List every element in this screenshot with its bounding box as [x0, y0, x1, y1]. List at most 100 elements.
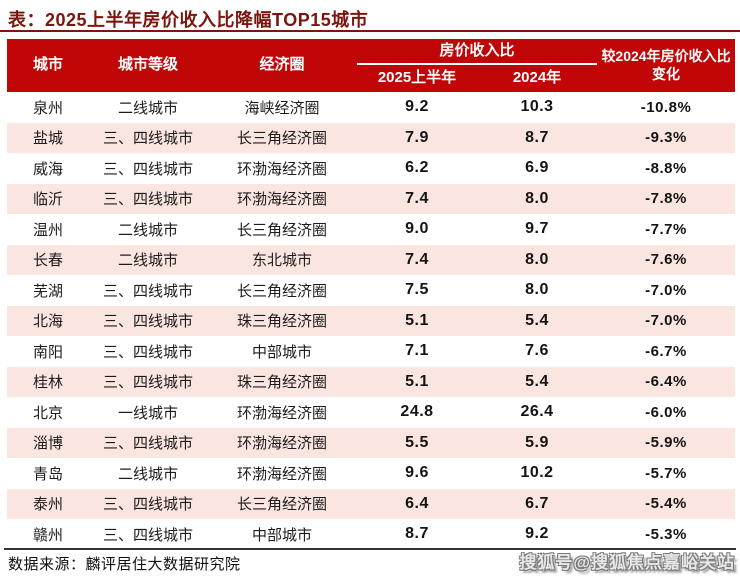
- table-row: 泉州 二线城市 海峡经济圈 9.2 10.3 -10.8%: [7, 92, 735, 123]
- ratio-2025h1-cell: 5.1: [405, 311, 429, 329]
- change-cell: -8.8%: [645, 159, 687, 177]
- ratio-2024-cell: 5.9: [525, 433, 549, 451]
- ratio-2025h1-cell: 6.4: [405, 494, 429, 512]
- ratio-2025h1-cell: 9.0: [405, 220, 429, 238]
- ratio-2024-cell: 9.7: [525, 220, 549, 238]
- zone-cell: 东北城市: [251, 252, 312, 270]
- table-bottom-rule: [4, 548, 736, 550]
- change-cell: -5.3%: [645, 525, 687, 543]
- col-header-city: 城市: [7, 39, 89, 92]
- tier-cell: 一线城市: [117, 404, 178, 422]
- table-row: 赣州 三、四线城市 中部城市 8.7 9.2 -5.3%: [7, 519, 735, 550]
- top15-cities-table: 城市 城市等级 经济圈 房价收入比 较2024年房价收入比变化 2025上半年 …: [7, 39, 736, 550]
- tier-cell: 三、四线城市: [102, 282, 193, 300]
- tier-cell: 三、四线城市: [102, 343, 193, 361]
- tier-cell: 三、四线城市: [102, 160, 193, 178]
- ratio-2025h1-cell: 9.6: [405, 464, 429, 482]
- ratio-2024-cell: 26.4: [520, 403, 554, 421]
- change-cell: -7.6%: [645, 251, 687, 269]
- change-cell: -6.4%: [645, 373, 687, 391]
- change-cell: -6.7%: [645, 342, 687, 360]
- city-cell: 芜湖: [32, 282, 63, 300]
- table-header: 城市 城市等级 经济圈 房价收入比 较2024年房价收入比变化 2025上半年 …: [7, 39, 736, 92]
- city-cell: 泉州: [32, 99, 63, 117]
- zone-cell: 环渤海经济圈: [236, 465, 327, 483]
- change-cell: -7.0%: [645, 312, 687, 330]
- city-cell: 桂林: [32, 374, 63, 392]
- zone-cell: 长三角经济圈: [236, 221, 327, 239]
- zone-cell: 珠三角经济圈: [236, 374, 327, 392]
- table-row: 盐城 三、四线城市 长三角经济圈 7.9 8.7 -9.3%: [7, 122, 736, 153]
- table-title: 表：2025上半年房价收入比降幅TOP15城市: [8, 10, 369, 30]
- city-cell: 盐城: [32, 130, 63, 148]
- col-header-zone: 经济圈: [207, 39, 357, 92]
- data-source-note: 数据来源：麟评居住大数据研究院: [8, 556, 241, 573]
- zone-cell: 长三角经济圈: [236, 282, 327, 300]
- ratio-2025h1-cell: 7.4: [405, 250, 429, 268]
- table-row: 临沂 三、四线城市 环渤海经济圈 7.4 8.0 -7.8%: [7, 183, 736, 214]
- change-cell: -10.8%: [640, 98, 692, 116]
- table-row: 泰州 三、四线城市 长三角经济圈 6.4 6.7 -5.4%: [7, 488, 736, 519]
- table-row: 温州 二线城市 长三角经济圈 9.0 9.7 -7.7%: [7, 214, 735, 245]
- city-cell: 温州: [32, 221, 63, 239]
- ratio-2024-cell: 5.4: [525, 372, 549, 390]
- table-row: 北海 三、四线城市 珠三角经济圈 5.1 5.4 -7.0%: [7, 305, 736, 336]
- col-header-ratio-group: 房价收入比: [357, 39, 598, 65]
- zone-cell: 环渤海经济圈: [236, 404, 327, 422]
- tier-cell: 三、四线城市: [102, 435, 193, 453]
- city-cell: 北海: [32, 313, 63, 331]
- zone-cell: 环渤海经济圈: [236, 160, 327, 178]
- change-cell: -7.0%: [645, 281, 687, 299]
- ratio-2025h1-cell: 6.2: [405, 159, 429, 177]
- ratio-2024-cell: 7.6: [525, 342, 549, 360]
- sohu-watermark: 搜狐号@搜狐焦点嘉峪关站: [519, 553, 735, 572]
- zone-cell: 珠三角经济圈: [236, 313, 327, 331]
- zone-cell: 长三角经济圈: [236, 130, 327, 148]
- ratio-2024-cell: 8.0: [525, 250, 549, 268]
- ratio-2024-cell: 8.0: [525, 281, 549, 299]
- tier-cell: 三、四线城市: [102, 374, 193, 392]
- table-row: 青岛 二线城市 环渤海经济圈 9.6 10.2 -5.7%: [7, 458, 735, 489]
- ratio-2025h1-cell: 24.8: [400, 403, 434, 421]
- ratio-2025h1-cell: 5.5: [405, 433, 429, 451]
- city-cell: 威海: [32, 160, 63, 178]
- city-cell: 南阳: [32, 343, 63, 361]
- ratio-2025h1-cell: 7.1: [405, 342, 429, 360]
- col-header-2025-h1: 2025上半年: [357, 64, 477, 92]
- ratio-2024-cell: 5.4: [525, 311, 549, 329]
- tier-cell: 二线城市: [117, 99, 178, 117]
- tier-cell: 三、四线城市: [102, 526, 193, 544]
- ratio-2025h1-cell: 8.7: [405, 525, 429, 543]
- change-cell: -7.7%: [645, 220, 687, 238]
- city-cell: 淄博: [32, 435, 63, 453]
- ratio-2024-cell: 9.2: [525, 525, 549, 543]
- ratio-2024-cell: 8.0: [525, 189, 549, 207]
- change-cell: -7.8%: [645, 190, 687, 208]
- city-cell: 青岛: [32, 465, 63, 483]
- ratio-2024-cell: 10.2: [520, 464, 554, 482]
- ratio-2024-cell: 6.7: [525, 494, 549, 512]
- col-header-change: 较2024年房价收入比变化: [597, 39, 736, 92]
- zone-cell: 海峡经济圈: [244, 99, 320, 117]
- city-cell: 泰州: [32, 496, 63, 514]
- city-cell: 赣州: [32, 526, 63, 544]
- ratio-2024-cell: 8.7: [525, 128, 549, 146]
- table-body: 泉州 二线城市 海峡经济圈 9.2 10.3 -10.8% 盐城 三、四线城市 长三角经济圈 7.…: [7, 92, 736, 550]
- tier-cell: 三、四线城市: [102, 191, 193, 209]
- ratio-2025h1-cell: 7.9: [405, 128, 429, 146]
- table-row: 芜湖 三、四线城市 长三角经济圈 7.5 8.0 -7.0%: [7, 275, 735, 306]
- col-header-tier: 城市等级: [89, 39, 207, 92]
- ratio-2025h1-cell: 9.2: [405, 98, 429, 116]
- ratio-2025h1-cell: 5.1: [405, 372, 429, 390]
- zone-cell: 中部城市: [251, 343, 312, 361]
- table-row: 威海 三、四线城市 环渤海经济圈 6.2 6.9 -8.8%: [7, 153, 735, 184]
- title-underline-rule: [0, 30, 740, 32]
- tier-cell: 二线城市: [117, 252, 178, 270]
- tier-cell: 三、四线城市: [102, 496, 193, 514]
- zone-cell: 环渤海经济圈: [236, 191, 327, 209]
- table-row: 淄博 三、四线城市 环渤海经济圈 5.5 5.9 -5.9%: [7, 427, 736, 458]
- table-row: 北京 一线城市 环渤海经济圈 24.8 26.4 -6.0%: [7, 397, 735, 428]
- city-cell: 临沂: [32, 191, 63, 209]
- ratio-2025h1-cell: 7.5: [405, 281, 429, 299]
